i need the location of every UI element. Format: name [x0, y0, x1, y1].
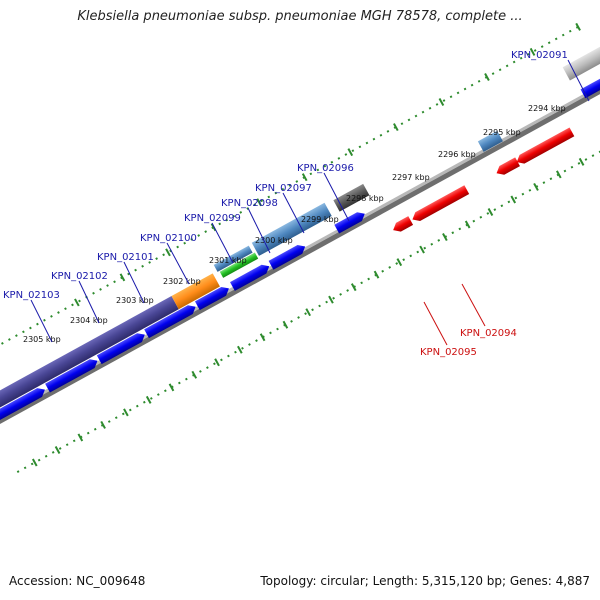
kbp-tick-outer [393, 123, 399, 132]
gene-label-kpn-02096[interactable]: KPN_02096 [297, 163, 354, 174]
kbp-label: 2303 kbp [116, 296, 154, 305]
kbp-label: 2299 kbp [301, 215, 339, 224]
kbp-tick-inner [31, 458, 38, 467]
kbp-tick-inner [487, 208, 494, 216]
feature-steel-large[interactable] [251, 202, 332, 256]
kbp-tick-inner [350, 283, 357, 292]
gene-label-kpn-02098[interactable]: KPN_02098 [221, 198, 278, 209]
kbp-tick-inner [237, 345, 243, 354]
cds-forward-kpn-02097[interactable] [268, 242, 308, 270]
kbp-tick-inner [533, 182, 539, 191]
kbp-tick-outer [575, 22, 581, 31]
kbp-label: 2295 kbp [483, 128, 521, 137]
reverse-gene-callouts [423, 283, 486, 346]
kbp-tick-inner [54, 445, 61, 454]
cds-reverse-right-large[interactable] [514, 127, 575, 166]
kbp-tick-inner [100, 420, 106, 429]
cds-reverse-kpn-02095[interactable] [391, 216, 414, 234]
outer-major-ticks [74, 22, 581, 307]
gene-label-kpn-02095[interactable]: KPN_02095 [420, 347, 477, 358]
gene-label-kpn-02097[interactable]: KPN_02097 [255, 183, 312, 194]
kbp-tick-inner [328, 295, 334, 304]
feature-gray-dark[interactable] [333, 183, 370, 212]
kbp-tick-outer [347, 148, 354, 157]
kbp-label: 2302 kbp [163, 277, 201, 286]
kbp-tick-outer [74, 298, 80, 307]
accession-text: Accession: NC_009648 [9, 574, 146, 588]
kbp-tick-outer [165, 248, 171, 257]
kbp-tick-inner [145, 395, 152, 404]
kbp-tick-inner [123, 408, 129, 417]
gene-label-kpn-02091[interactable]: KPN_02091 [511, 50, 568, 61]
kbp-label: 2294 kbp [528, 104, 566, 113]
kbp-tick-inner [578, 157, 585, 166]
reverse-gene-labels: KPN_02094 KPN_02095 [420, 328, 517, 358]
kbp-tick-inner [556, 170, 562, 179]
cds-forward-kpn-02096[interactable] [334, 209, 367, 234]
kbp-tick-inner [464, 220, 471, 229]
feature-purple-region[interactable] [0, 296, 179, 411]
cds-forward-kpn-02100[interactable] [144, 302, 198, 339]
kbp-label: 2305 kbp [23, 335, 61, 344]
kbp-tick-inner [510, 195, 517, 204]
kbp-label: 2304 kbp [70, 316, 108, 325]
gene-label-kpn-02099[interactable]: KPN_02099 [184, 213, 241, 224]
kbp-tick-outer [484, 72, 490, 81]
cds-forward-kpn-02101[interactable] [96, 330, 147, 365]
kbp-tick-inner [282, 320, 289, 329]
cds-forward-kpn-02098[interactable] [230, 262, 272, 291]
forward-gene-callouts [30, 59, 590, 343]
kbp-label: 2301 kbp [209, 256, 247, 265]
kbp-tick-inner [191, 370, 198, 379]
kbp-tick-outer [256, 198, 262, 207]
cds-forward-kpn-02102[interactable] [45, 356, 100, 393]
kbp-tick-inner [396, 258, 403, 267]
cds-forward-kpn-02091[interactable] [580, 66, 600, 99]
kbp-tick-inner [77, 433, 84, 442]
kbp-tick-inner [419, 245, 425, 254]
cds-forward-kpn-02103[interactable] [0, 385, 47, 420]
cds-reverse-right-small[interactable] [494, 157, 520, 177]
kbp-tick-outer [301, 173, 308, 182]
gene-label-kpn-02102[interactable]: KPN_02102 [51, 271, 108, 282]
kbp-tick-inner [442, 233, 448, 242]
gene-label-kpn-02103[interactable]: KPN_02103 [3, 290, 60, 301]
feature-gray-light[interactable] [562, 43, 600, 81]
kbp-tick-outer [438, 98, 445, 107]
genome-summary-text: Topology: circular; Length: 5,315,120 bp… [260, 574, 590, 588]
kbp-label: 2300 kbp [255, 236, 293, 245]
kbp-tick-inner [259, 333, 266, 342]
kbp-tick-inner [168, 383, 175, 392]
feature-steel-reverse[interactable] [477, 130, 503, 152]
kbp-tick-inner [214, 358, 220, 367]
inner-major-ticks [31, 157, 585, 467]
kbp-label: 2297 kbp [392, 173, 430, 182]
feature-steel-small[interactable] [213, 245, 253, 272]
backbone-shadow [0, 81, 600, 428]
kbp-label: 2296 kbp [438, 150, 476, 159]
gene-label-kpn-02100[interactable]: KPN_02100 [140, 233, 197, 244]
gene-label-kpn-02094[interactable]: KPN_02094 [460, 328, 517, 339]
map-title: Klebsiella pneumoniae subsp. pneumoniae … [77, 9, 523, 24]
feature-green-small[interactable] [219, 252, 259, 278]
kbp-tick-outer [529, 47, 536, 56]
feature-orange-region[interactable] [171, 273, 220, 310]
kbp-tick-inner [305, 308, 311, 317]
forward-gene-labels: KPN_02091 KPN_02096 KPN_02097 KPN_02098 … [3, 50, 568, 301]
kbp-tick-outer [210, 223, 217, 232]
gene-label-kpn-02101[interactable]: KPN_02101 [97, 252, 154, 263]
kbp-tick-outer [119, 273, 126, 282]
kbp-labels: 2294 kbp 2295 kbp 2296 kbp 2297 kbp 2298… [23, 104, 566, 344]
cds-reverse-kpn-02094[interactable] [410, 185, 470, 224]
genome-track [0, 22, 600, 474]
cds-forward-kpn-02099[interactable] [194, 284, 231, 311]
inner-tick-ring [16, 129, 600, 474]
kbp-label: 2298 kbp [346, 194, 384, 203]
kbp-tick-inner [373, 270, 380, 279]
